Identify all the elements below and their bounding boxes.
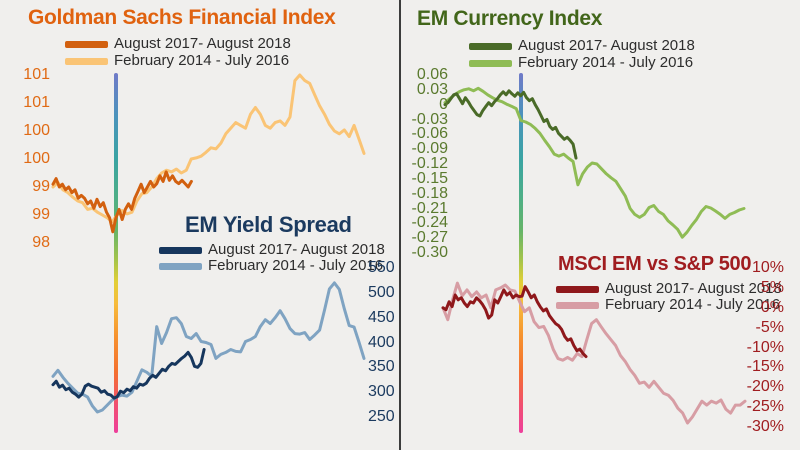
y-tick-label: -10% xyxy=(746,338,784,356)
legend-row: August 2017- August 2018 xyxy=(469,37,695,54)
legend-label-2017-2018: August 2017- August 2018 xyxy=(114,35,291,52)
legend-label-2014-2016: February 2014 - July 2016 xyxy=(518,54,694,71)
series-line-chart1-series1 xyxy=(443,86,746,239)
y-tick-label: 99 xyxy=(32,178,50,195)
legend-row: February 2014 - July 2016 xyxy=(469,54,694,71)
center-divider xyxy=(399,0,401,450)
y-tick-label: 98 xyxy=(32,234,50,251)
y-tick-label: 101 xyxy=(23,66,50,83)
y-tick-label: -0.03 xyxy=(411,110,448,128)
legend-row: February 2014 - July 2016 xyxy=(65,52,290,69)
series-line-chart2-series1 xyxy=(51,281,366,414)
rainbow-event-marker-right xyxy=(519,73,523,433)
y-tick-label: 100 xyxy=(23,122,50,139)
y-tick-label: -30% xyxy=(746,418,784,435)
legend-swatch-2017-2018 xyxy=(159,246,202,254)
y-tick-label: -0.21 xyxy=(411,199,448,217)
legend-label-2014-2016: February 2014 - July 2016 xyxy=(605,296,781,313)
legend-row: August 2017- August 2018 xyxy=(556,280,782,297)
y-tick-label: 450 xyxy=(368,308,395,326)
legend-swatch-2014-2016 xyxy=(469,59,512,67)
legend-row: August 2017- August 2018 xyxy=(159,241,385,258)
legend-row: February 2014 - July 2016 xyxy=(556,296,781,313)
y-tick-label: -25% xyxy=(746,398,784,416)
y-tick-label: 0.03 xyxy=(416,80,448,98)
y-tick-label: 101 xyxy=(23,94,50,111)
y-tick-label: -0.30 xyxy=(411,244,448,261)
series-line-chart0-series1 xyxy=(51,73,366,224)
y-tick-label: -20% xyxy=(746,378,784,396)
legend-label-2017-2018: August 2017- August 2018 xyxy=(208,241,385,258)
y-tick-label: 300 xyxy=(368,383,395,401)
series-line-chart0-series0 xyxy=(51,170,193,234)
legend-label-2014-2016: February 2014 - July 2016 xyxy=(208,257,384,274)
y-tick-label: -0.18 xyxy=(411,184,448,202)
y-tick-label: -15% xyxy=(746,358,784,376)
legend-swatch-2017-2018 xyxy=(65,40,108,48)
y-tick-label: 550 xyxy=(368,259,395,276)
legend-swatch-2014-2016 xyxy=(556,301,599,309)
y-tick-label: 10% xyxy=(751,259,784,276)
legend-swatch-2014-2016 xyxy=(65,57,108,65)
y-tick-label: 0% xyxy=(760,298,784,316)
y-tick-label: 500 xyxy=(368,283,395,301)
series-line-chart2-series0 xyxy=(51,348,206,400)
y-tick-label: -0.24 xyxy=(411,214,448,232)
legend-swatch-2014-2016 xyxy=(159,262,202,270)
chart-title-msci-em-vs-sp500: MSCI EM vs S&P 500 xyxy=(558,253,752,275)
y-tick-label: 0.06 xyxy=(416,66,448,83)
y-tick-label: 99 xyxy=(32,206,50,223)
chart-title-goldman-sachs-financial-index: Goldman Sachs Financial Index xyxy=(28,6,336,29)
legend-swatch-2017-2018 xyxy=(469,42,512,50)
y-tick-label: 100 xyxy=(23,150,50,167)
y-tick-label: -5% xyxy=(755,318,784,336)
y-tick-label: 0 xyxy=(439,95,448,113)
series-line-chart1-series0 xyxy=(443,89,578,160)
y-tick-label: 5% xyxy=(760,278,784,296)
legend-label-2017-2018: August 2017- August 2018 xyxy=(605,280,782,297)
y-tick-label: -0.12 xyxy=(411,155,448,172)
y-tick-label: 350 xyxy=(368,358,395,376)
rainbow-event-marker-left xyxy=(114,73,118,433)
y-tick-label: 400 xyxy=(368,333,395,351)
legend-swatch-2017-2018 xyxy=(556,285,599,293)
legend-label-2017-2018: August 2017- August 2018 xyxy=(518,37,695,54)
y-tick-label: -0.27 xyxy=(411,229,448,247)
chart-title-em-yield-spread: EM Yield Spread xyxy=(185,212,352,237)
legend-label-2014-2016: February 2014 - July 2016 xyxy=(114,52,290,69)
y-tick-label: -0.09 xyxy=(411,140,448,158)
chart-title-em-currency-index: EM Currency Index xyxy=(417,7,603,30)
legend-row: February 2014 - July 2016 xyxy=(159,257,384,274)
y-tick-label: 250 xyxy=(368,408,395,425)
legend-row: August 2017- August 2018 xyxy=(65,35,291,52)
y-tick-label: -0.06 xyxy=(411,125,448,143)
y-tick-label: -0.15 xyxy=(411,169,448,187)
